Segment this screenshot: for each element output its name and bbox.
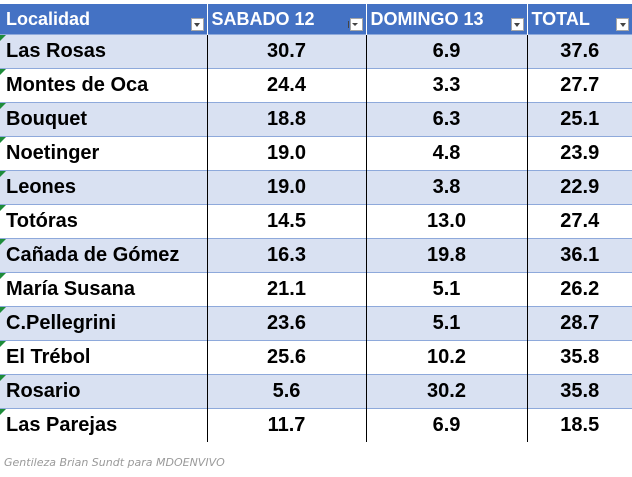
cell-domingo[interactable]: 19.8 bbox=[365, 238, 527, 273]
cell-localidad[interactable]: Noetinger bbox=[0, 136, 207, 171]
cell-localidad[interactable]: El Trébol bbox=[0, 340, 207, 375]
cell-flag-icon bbox=[0, 341, 6, 347]
table-row: Totóras 14.5 13.0 27.4 bbox=[0, 204, 632, 239]
cell-flag-icon bbox=[0, 409, 6, 415]
cell-localidad[interactable]: Leones bbox=[0, 170, 207, 205]
table-row: Montes de Oca 24.4 3.3 27.7 bbox=[0, 68, 632, 103]
cell-domingo[interactable]: 6.9 bbox=[365, 408, 527, 442]
table-row: Las Rosas 30.7 6.9 37.6 bbox=[0, 34, 632, 69]
cell-flag-icon bbox=[0, 273, 6, 279]
cell-sabado[interactable]: 19.0 bbox=[206, 136, 366, 171]
cell-sabado[interactable]: 5.6 bbox=[206, 374, 366, 409]
table-row: C.Pellegrini 23.6 5.1 28.7 bbox=[0, 306, 632, 341]
cell-flag-icon bbox=[0, 205, 6, 211]
cell-total[interactable]: 25.1 bbox=[526, 102, 632, 137]
header-localidad[interactable]: Localidad bbox=[0, 4, 207, 35]
cell-sabado[interactable]: 16.3 bbox=[206, 238, 366, 273]
cell-sabado[interactable]: 30.7 bbox=[206, 34, 366, 69]
table-row: Bouquet 18.8 6.3 25.1 bbox=[0, 102, 632, 137]
cell-domingo[interactable]: 13.0 bbox=[365, 204, 527, 239]
cell-total[interactable]: 27.7 bbox=[526, 68, 632, 103]
cell-sabado[interactable]: 23.6 bbox=[206, 306, 366, 341]
header-label: DOMINGO 13 bbox=[370, 8, 484, 29]
cell-sabado[interactable]: 19.0 bbox=[206, 170, 366, 205]
header-row: Localidad SABADO 12 DOMINGO 13 TOTAL bbox=[0, 4, 632, 35]
cell-flag-icon bbox=[0, 103, 6, 109]
cell-total[interactable]: 22.9 bbox=[526, 170, 632, 205]
cell-localidad[interactable]: María Susana bbox=[0, 272, 207, 307]
cell-sabado[interactable]: 11.7 bbox=[206, 408, 366, 442]
cell-localidad[interactable]: Las Rosas bbox=[0, 34, 207, 69]
cell-flag-icon bbox=[0, 171, 6, 177]
cell-total[interactable]: 36.1 bbox=[526, 238, 632, 273]
cell-localidad[interactable]: Montes de Oca bbox=[0, 68, 207, 103]
cell-sabado[interactable]: 24.4 bbox=[206, 68, 366, 103]
table-row: Leones 19.0 3.8 22.9 bbox=[0, 170, 632, 205]
cell-domingo[interactable]: 6.3 bbox=[365, 102, 527, 137]
cell-total[interactable]: 23.9 bbox=[526, 136, 632, 171]
cell-flag-icon bbox=[0, 375, 6, 381]
cell-sabado[interactable]: 21.1 bbox=[206, 272, 366, 307]
table-row: María Susana 21.1 5.1 26.2 bbox=[0, 272, 632, 307]
rainfall-table: Localidad SABADO 12 DOMINGO 13 TOTAL Las… bbox=[0, 4, 632, 442]
cell-domingo[interactable]: 5.1 bbox=[365, 306, 527, 341]
header-sabado[interactable]: SABADO 12 bbox=[206, 4, 366, 35]
cell-localidad[interactable]: Bouquet bbox=[0, 102, 207, 137]
header-domingo[interactable]: DOMINGO 13 bbox=[365, 4, 527, 35]
header-label: Localidad bbox=[6, 8, 91, 29]
cell-localidad[interactable]: Totóras bbox=[0, 204, 207, 239]
image-caption: Gentileza Brian Sundt para MDOENVIVO bbox=[4, 456, 225, 469]
cell-total[interactable]: 37.6 bbox=[526, 34, 632, 69]
cell-localidad[interactable]: C.Pellegrini bbox=[0, 306, 207, 341]
cell-domingo[interactable]: 10.2 bbox=[365, 340, 527, 375]
table-row: Noetinger 19.0 4.8 23.9 bbox=[0, 136, 632, 171]
filter-dropdown-icon[interactable] bbox=[190, 18, 204, 31]
cell-total[interactable]: 35.8 bbox=[526, 374, 632, 409]
cell-total[interactable]: 18.5 bbox=[526, 408, 632, 442]
cell-domingo[interactable]: 30.2 bbox=[365, 374, 527, 409]
cell-flag-icon bbox=[0, 137, 6, 143]
cell-localidad[interactable]: Rosario bbox=[0, 374, 207, 409]
cell-domingo[interactable]: 5.1 bbox=[365, 272, 527, 307]
cell-total[interactable]: 27.4 bbox=[526, 204, 632, 239]
cell-sabado[interactable]: 25.6 bbox=[206, 340, 366, 375]
cell-total[interactable]: 28.7 bbox=[526, 306, 632, 341]
header-total[interactable]: TOTAL bbox=[526, 4, 632, 35]
cell-domingo[interactable]: 3.3 bbox=[365, 68, 527, 103]
cell-domingo[interactable]: 3.8 bbox=[365, 170, 527, 205]
cell-localidad[interactable]: Las Parejas bbox=[0, 408, 207, 442]
cell-localidad[interactable]: Cañada de Gómez bbox=[0, 238, 207, 273]
header-label: TOTAL bbox=[531, 8, 590, 29]
cell-flag-icon bbox=[0, 69, 6, 75]
cell-total[interactable]: 35.8 bbox=[526, 340, 632, 375]
cell-domingo[interactable]: 6.9 bbox=[365, 34, 527, 69]
table-row: Rosario 5.6 30.2 35.8 bbox=[0, 374, 632, 409]
cell-flag-icon bbox=[0, 239, 6, 245]
cell-sabado[interactable]: 14.5 bbox=[206, 204, 366, 239]
cell-flag-icon bbox=[0, 307, 6, 313]
table-row: Cañada de Gómez 16.3 19.8 36.1 bbox=[0, 238, 632, 273]
filter-dropdown-icon[interactable] bbox=[616, 18, 629, 31]
table-row: Las Parejas 11.7 6.9 18.5 bbox=[0, 408, 632, 442]
table-row: El Trébol 25.6 10.2 35.8 bbox=[0, 340, 632, 375]
cell-flag-icon bbox=[0, 35, 6, 41]
header-label: SABADO 12 bbox=[211, 8, 315, 29]
filter-dropdown-icon[interactable] bbox=[510, 18, 524, 31]
cell-domingo[interactable]: 4.8 bbox=[365, 136, 527, 171]
cell-total[interactable]: 26.2 bbox=[526, 272, 632, 307]
sort-filter-icon[interactable] bbox=[348, 18, 363, 31]
cell-sabado[interactable]: 18.8 bbox=[206, 102, 366, 137]
